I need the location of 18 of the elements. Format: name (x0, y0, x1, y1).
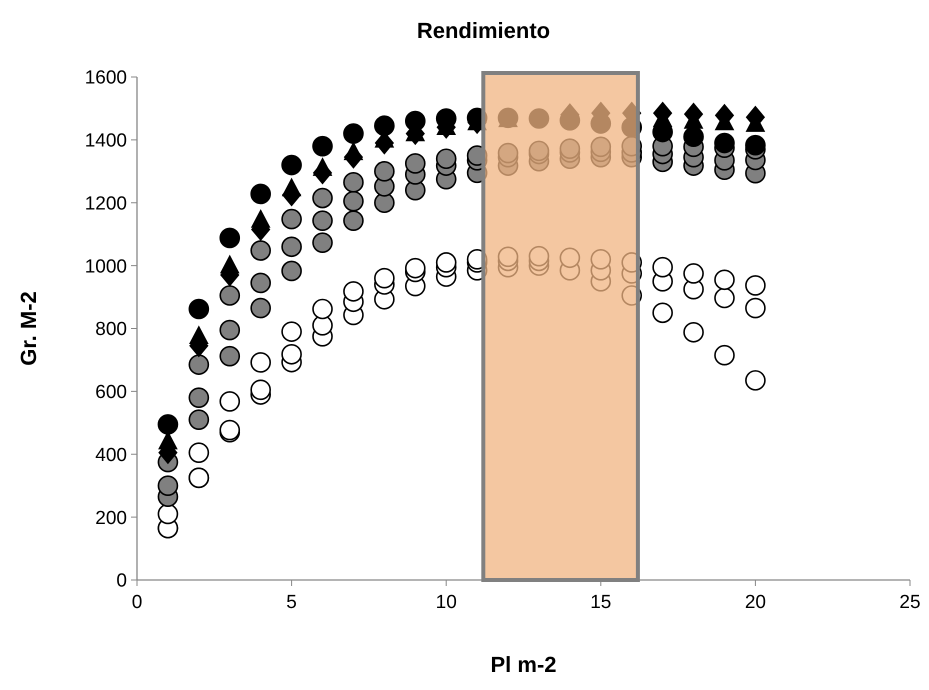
y-tick-label: 800 (95, 319, 127, 340)
y-tick-label: 1600 (84, 68, 127, 89)
y-tick-label: 1000 (84, 256, 127, 278)
y-tick-label: 0 (116, 570, 127, 592)
y-axis-title: Gr. M-2 (16, 291, 41, 366)
chart-title: Rendimiento (416, 18, 550, 43)
y-tick-label: 1400 (84, 130, 127, 152)
x-tick-label: 15 (590, 592, 612, 613)
y-tick-label: 1200 (84, 193, 127, 214)
x-tick-label: 0 (132, 592, 142, 613)
x-tick-label: 20 (744, 592, 766, 613)
x-tick-label: 25 (899, 592, 921, 613)
y-tick-label: 600 (95, 382, 127, 404)
x-tick-label: 10 (436, 592, 457, 613)
y-tick-label: 200 (95, 508, 127, 529)
y-tick-label: 400 (95, 444, 127, 466)
x-tick-label: 5 (286, 592, 297, 613)
x-axis-title: Pl m-2 (490, 652, 557, 677)
